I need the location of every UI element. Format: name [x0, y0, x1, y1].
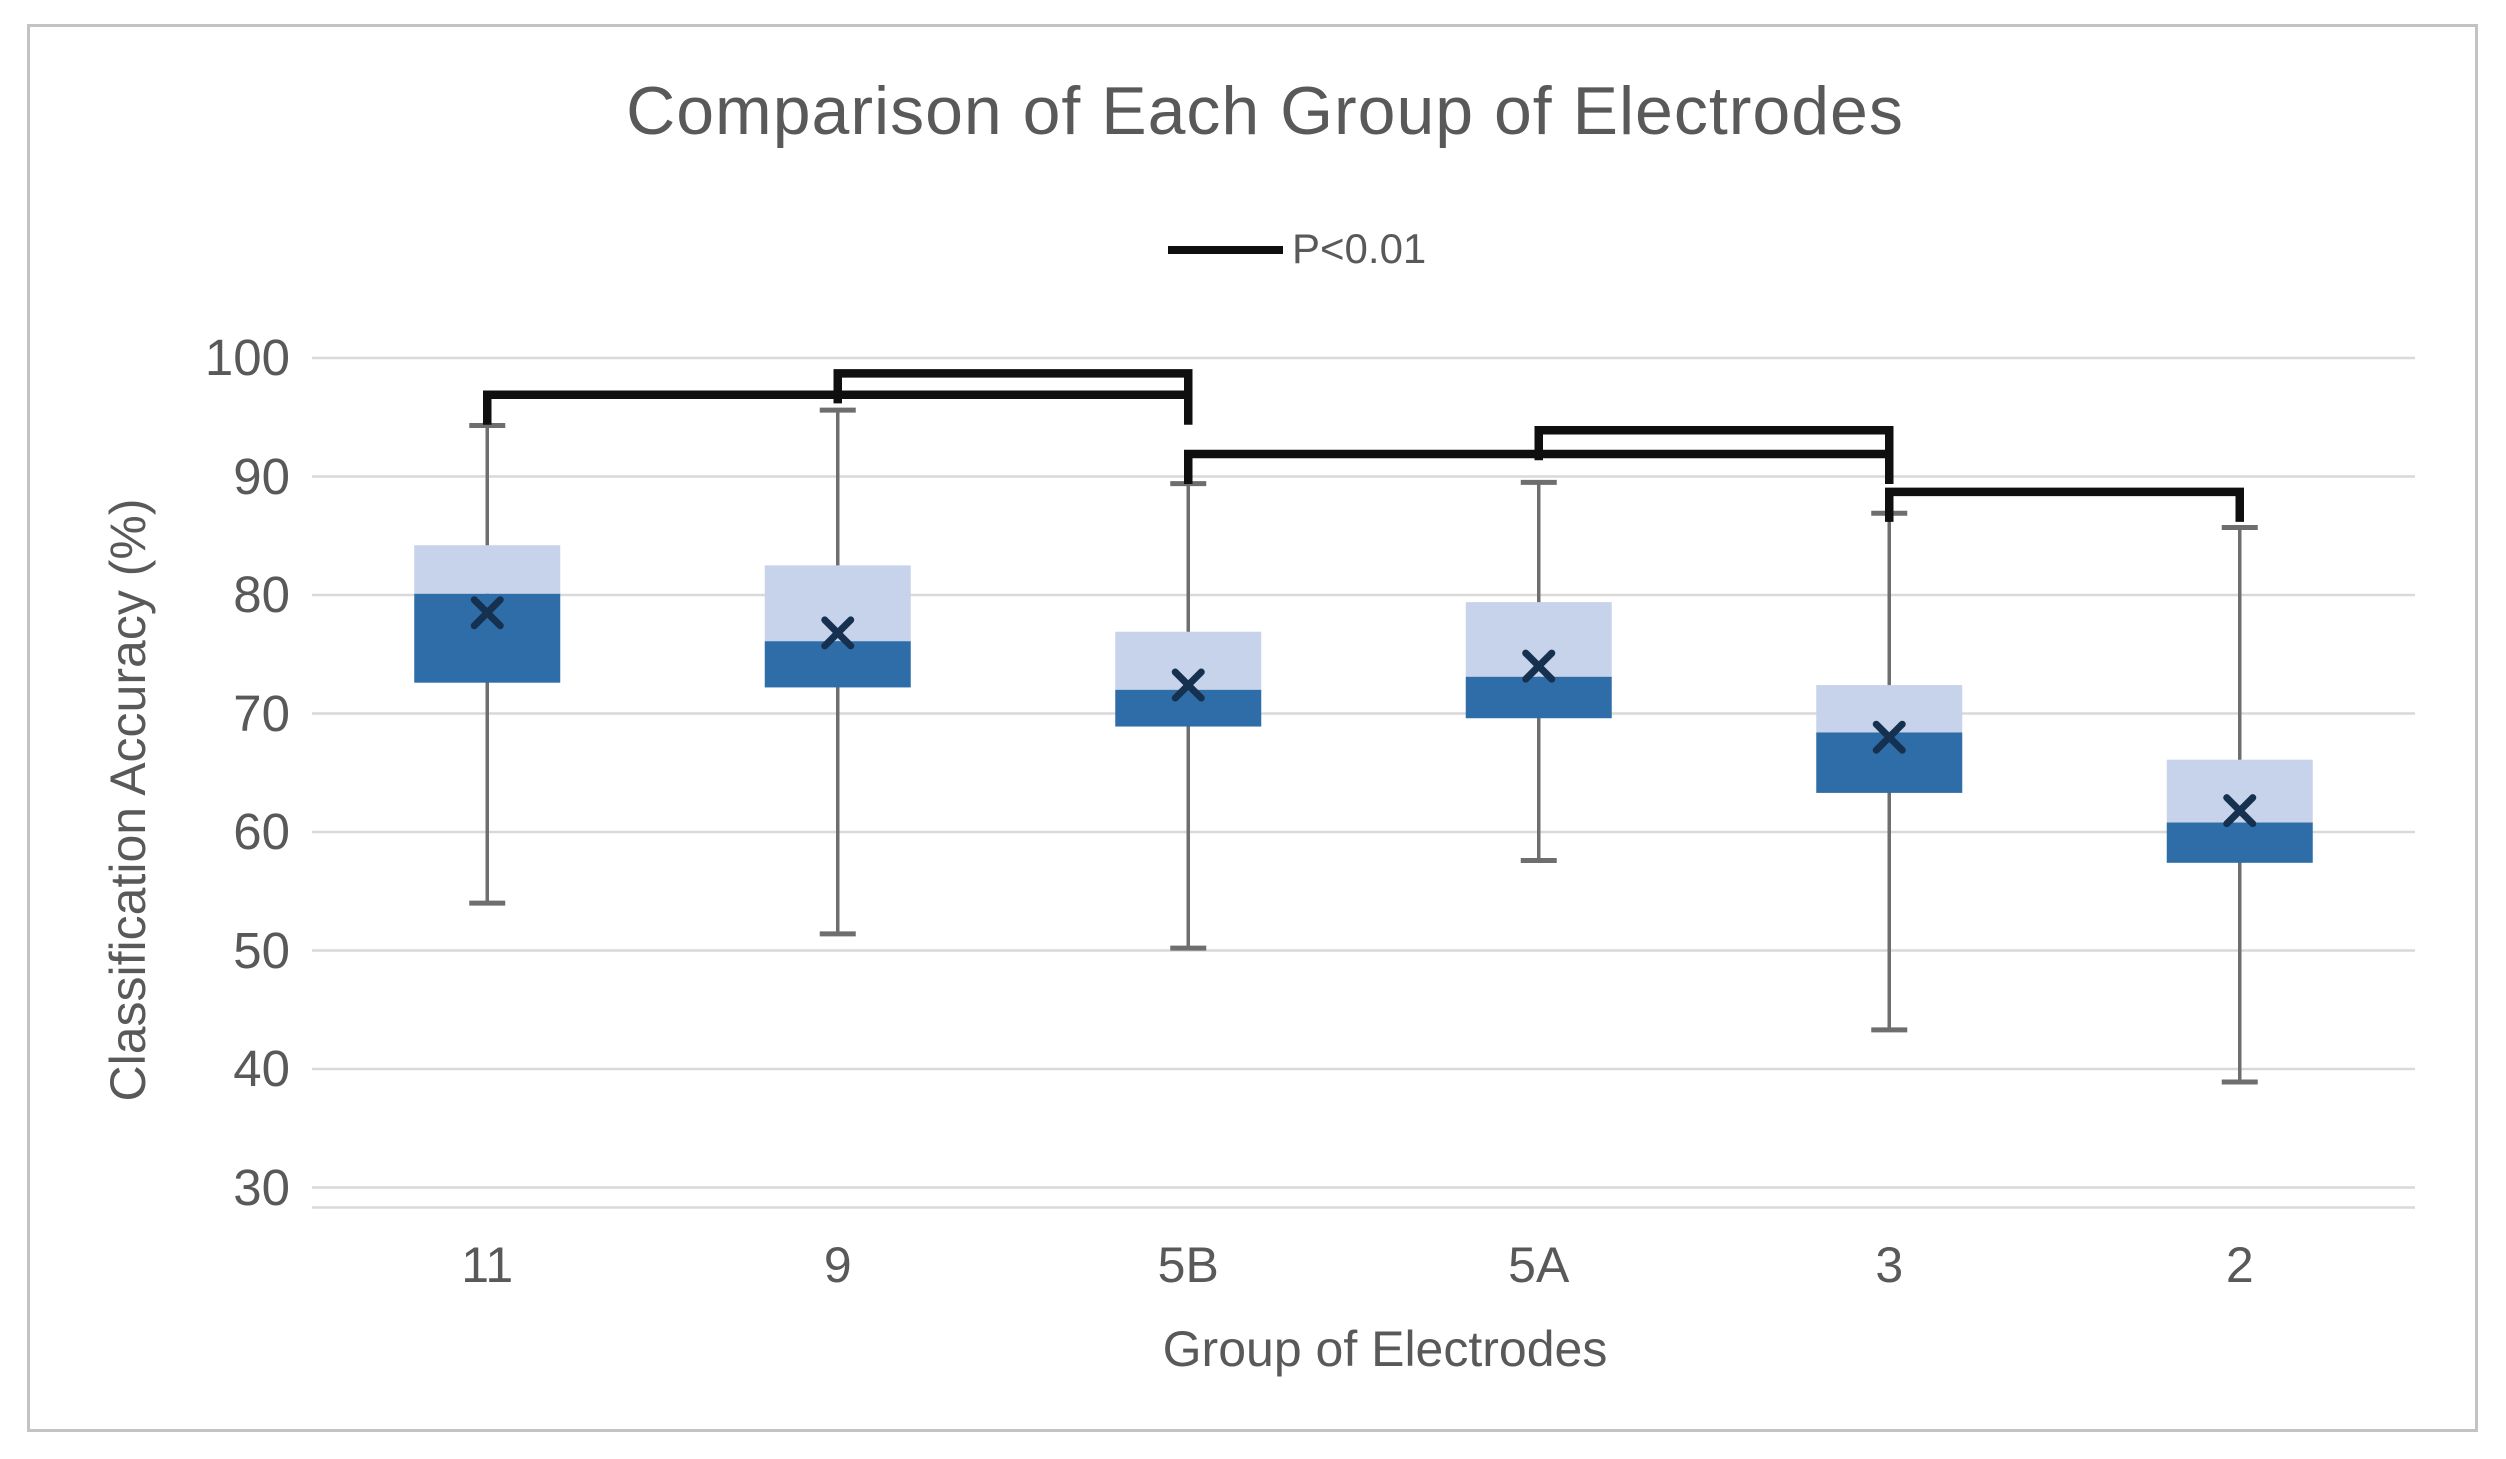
box-lower-quartile: [764, 641, 911, 688]
y-tick-label-70: 70: [233, 684, 290, 742]
box-lower-quartile: [1115, 689, 1262, 727]
chart-title: Comparison of Each Group of Electrodes: [626, 73, 1904, 149]
y-tick-label-100: 100: [204, 329, 290, 386]
box-lower-quartile: [1816, 732, 1963, 793]
box-group-5A: [1465, 479, 1612, 863]
mean-marker: [1171, 668, 1205, 702]
x-category-label-9: 9: [823, 1237, 852, 1293]
y-tick-label-30: 30: [233, 1158, 290, 1216]
y-tick-label-90: 90: [233, 447, 290, 505]
mean-marker: [821, 616, 855, 650]
box-group-3: [1816, 510, 1963, 1033]
box-upper-quartile: [1816, 685, 1963, 733]
box-upper-quartile: [414, 545, 561, 594]
x-category-label-5B: 5B: [1157, 1237, 1219, 1293]
box-lower-quartile: [414, 593, 561, 683]
box-lower-quartile: [2166, 822, 2313, 863]
box-group-5B: [1115, 481, 1262, 951]
y-tick-label-50: 50: [233, 921, 290, 979]
mean-marker: [1872, 720, 1906, 754]
box-lower-quartile: [1465, 676, 1612, 719]
y-tick-label-80: 80: [233, 566, 290, 623]
box-group-2: [2166, 524, 2313, 1085]
significance-bracket-5B-3: [1184, 449, 1894, 484]
x-category-label-5A: 5A: [1508, 1237, 1570, 1293]
x-category-label-3: 3: [1875, 1237, 1904, 1293]
x-category-label-11: 11: [461, 1237, 514, 1293]
significance-bracket-9-5B: [833, 369, 1193, 404]
mean-marker: [470, 596, 504, 630]
box-group-9: [764, 407, 911, 937]
box-group-11: [414, 423, 561, 906]
legend-label: P<0.01: [1292, 225, 1427, 272]
mean-marker: [2223, 794, 2257, 828]
y-tick-label-40: 40: [233, 1040, 290, 1097]
significance-bracket-3-2: [1885, 487, 2244, 522]
x-category-label-2: 2: [2225, 1237, 2254, 1293]
y-axis-title: Classification Accuracy (%): [100, 498, 156, 1102]
y-tick-label-60: 60: [233, 803, 290, 860]
mean-marker: [1522, 649, 1556, 683]
figure-border: [27, 24, 2478, 1432]
x-axis-title: Group of Electrodes: [1162, 1321, 1608, 1377]
significance-bracket-5A-3: [1534, 426, 1894, 461]
significance-bracket-11-5B: [483, 390, 1193, 425]
